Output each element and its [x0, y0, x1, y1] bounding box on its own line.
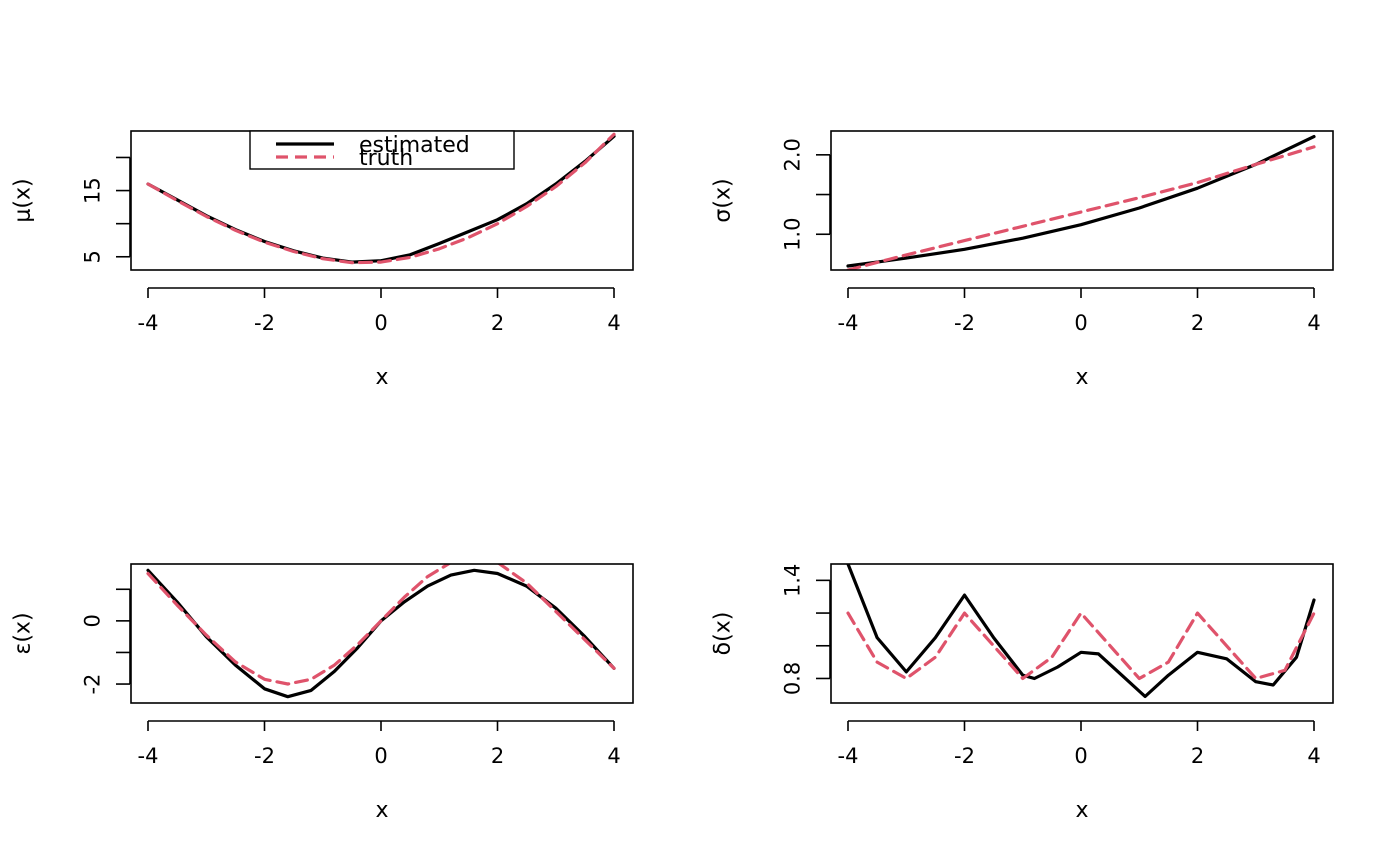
x-axis-label: x	[375, 365, 388, 390]
x-tick-label: 4	[607, 744, 620, 768]
x-tick-label: 0	[1074, 311, 1087, 335]
x-tick-label: 4	[1307, 744, 1320, 768]
x-tick-label: 2	[1191, 311, 1204, 335]
panel-2: -4 -2 0 2 4 1.0 2.0 x σ(x)	[711, 130, 1334, 390]
x-tick-label: 2	[491, 311, 504, 335]
y-axis-label: δ(x)	[711, 612, 736, 656]
x-tick-label: -4	[138, 311, 159, 335]
x-tick-label: -2	[254, 311, 275, 335]
series-line-estimated	[846, 564, 1316, 699]
y-tick-label: 0.8	[780, 662, 804, 695]
legend-label-estimated: estimated	[359, 133, 470, 158]
x-tick-label: -4	[838, 311, 859, 335]
plot-frame	[830, 563, 1334, 704]
series-line-truth	[846, 611, 1316, 681]
series-group	[146, 564, 616, 699]
x-tick-label: 0	[374, 744, 387, 768]
x-tick-label: -4	[138, 744, 159, 768]
y-tick-label: 1.0	[780, 218, 804, 251]
x-tick-label: 2	[1191, 744, 1204, 768]
y-tick-label: 1.4	[780, 564, 804, 597]
y-axis-label: ε(x)	[11, 612, 36, 654]
y-axis-label: μ(x)	[11, 178, 36, 222]
x-tick-label: 0	[1074, 744, 1087, 768]
y-tick-label: 15	[80, 177, 104, 204]
x-tick-label: -2	[254, 744, 275, 768]
panel-4: -4 -2 0 2 4 0.8 1.4 x δ(x)	[711, 563, 1334, 823]
x-axis-label: x	[1075, 365, 1088, 390]
plot-frame	[830, 130, 1334, 271]
x-tick-label: -2	[954, 744, 975, 768]
series-line-truth	[146, 564, 616, 686]
x-tick-label: 4	[607, 311, 620, 335]
series-group	[846, 135, 1316, 270]
series-group	[846, 564, 1316, 699]
legend-box	[249, 130, 515, 170]
x-tick-label: -4	[838, 744, 859, 768]
y-tick-label: 2.0	[780, 138, 804, 171]
series-line-truth	[146, 132, 616, 265]
x-axis-label: x	[1075, 798, 1088, 823]
x-axis-label: x	[375, 798, 388, 823]
series-line-estimated	[846, 135, 1316, 268]
legend: estimated truth	[249, 130, 515, 171]
legend-label-truth: truth	[359, 146, 413, 171]
x-tick-label: -2	[954, 311, 975, 335]
y-axis-label: σ(x)	[711, 178, 736, 222]
plot-frame	[130, 563, 634, 704]
series-line-truth	[846, 145, 1316, 270]
y-tick-label: -2	[80, 674, 104, 695]
x-tick-label: 2	[491, 744, 504, 768]
y-tick-label: 5	[80, 250, 104, 263]
series-group	[146, 132, 616, 265]
x-tick-label: 0	[374, 311, 387, 335]
series-line-estimated	[146, 568, 616, 699]
panel-1: -4 -2 0 2 4 5 15 x μ(x)	[11, 130, 634, 390]
y-tick-label: 0	[80, 614, 104, 627]
x-tick-label: 4	[1307, 311, 1320, 335]
panel-3: -4 -2 0 2 4 -2 0 x ε(x)	[11, 563, 634, 823]
